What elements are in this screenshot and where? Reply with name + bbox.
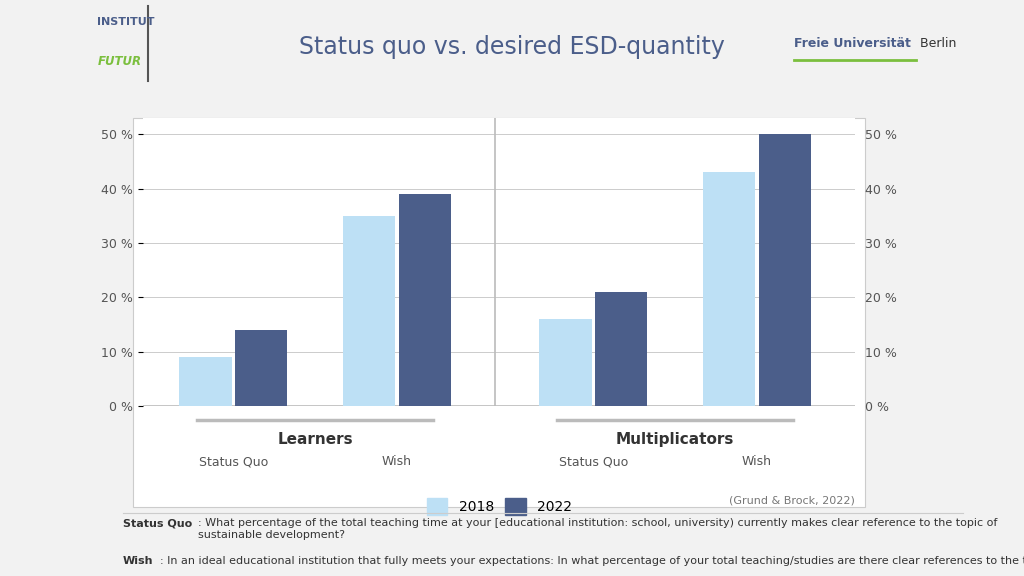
Text: Multiplicators: Multiplicators	[615, 432, 734, 447]
Bar	[702, 172, 756, 406]
Text: Berlin: Berlin	[916, 37, 956, 51]
Text: Status Quo: Status Quo	[559, 455, 628, 468]
Text: INSTITUT: INSTITUT	[97, 17, 155, 27]
Text: Status Quo: Status Quo	[123, 518, 193, 528]
Text: Wish: Wish	[741, 455, 772, 468]
Text: Wish: Wish	[123, 556, 154, 566]
Bar	[759, 134, 811, 406]
Text: Freie Universität: Freie Universität	[794, 37, 910, 51]
Text: : What percentage of the total teaching time at your [educational institution: s: : What percentage of the total teaching …	[198, 518, 997, 540]
Text: Wish: Wish	[382, 455, 412, 468]
Bar	[398, 194, 451, 406]
Text: : In an ideal educational institution that fully meets your expectations: In wha: : In an ideal educational institution th…	[160, 556, 1024, 566]
Text: (Grund & Brock, 2022): (Grund & Brock, 2022)	[729, 495, 855, 505]
Text: Learners: Learners	[278, 432, 353, 447]
Text: FUTUR: FUTUR	[97, 55, 141, 68]
Bar	[540, 319, 592, 406]
Bar	[343, 216, 395, 406]
Bar	[179, 357, 231, 406]
Bar	[234, 330, 288, 406]
Legend: 2018, 2022: 2018, 2022	[421, 493, 578, 520]
Bar	[595, 292, 647, 406]
Text: Status Quo: Status Quo	[199, 455, 268, 468]
Text: Status quo vs. desired ESD-quantity: Status quo vs. desired ESD-quantity	[299, 35, 725, 59]
